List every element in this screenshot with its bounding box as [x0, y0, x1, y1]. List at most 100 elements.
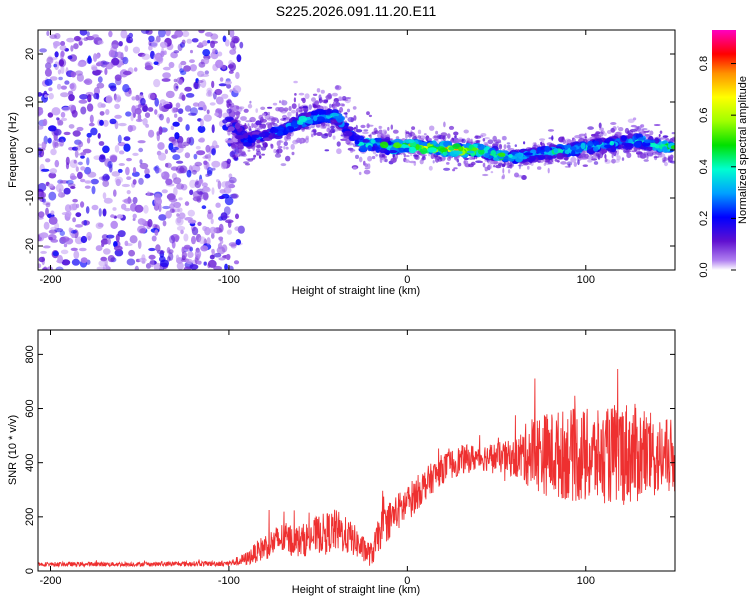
noise-blob [71, 233, 75, 238]
ridge-blob [305, 112, 312, 117]
noise-blob [176, 262, 184, 270]
noise-blob [73, 159, 77, 164]
noise-blob [75, 224, 83, 228]
noise-blob [69, 83, 75, 90]
ridge-blob [419, 147, 428, 155]
noise-blob [196, 188, 205, 195]
noise-blob [180, 229, 184, 235]
noise-blob [86, 231, 92, 241]
noise-blob [95, 222, 104, 229]
noise-blob [191, 235, 196, 245]
noise-blob [65, 211, 72, 217]
noise-blob [111, 171, 121, 177]
noise-blob [154, 109, 158, 115]
noise-blob [166, 256, 171, 262]
spectral-scatter [373, 127, 378, 133]
noise-blob [144, 65, 154, 71]
noise-blob [197, 221, 202, 226]
noise-blob [220, 161, 227, 170]
spectral-scatter [440, 132, 448, 137]
noise-blob [201, 182, 208, 187]
ridge-blob [228, 126, 235, 132]
noise-blob [144, 168, 150, 175]
spectral-scatter [597, 155, 601, 160]
spectral-scatter [592, 152, 599, 156]
noise-blob [206, 87, 213, 94]
spectral-scatter [292, 139, 299, 145]
spectral-scatter [256, 127, 263, 130]
noise-blob [217, 180, 222, 190]
noise-blob [173, 50, 180, 54]
noise-blob [102, 208, 107, 217]
noise-blob [200, 73, 210, 77]
noise-blob [147, 191, 150, 197]
spectral-scatter [350, 149, 356, 152]
noise-blob [54, 61, 59, 71]
noise-blob [51, 107, 61, 116]
spectral-scatter [502, 174, 505, 180]
snr-series-line [38, 368, 675, 568]
noise-blob [196, 260, 202, 265]
noise-blob [38, 125, 44, 130]
spectral-scatter [405, 155, 410, 157]
spectral-scatter [293, 80, 298, 84]
noise-blob [215, 96, 224, 105]
noise-blob [46, 30, 50, 36]
spectral-scatter [322, 99, 327, 104]
noise-blob [178, 79, 183, 85]
noise-blob [189, 64, 197, 72]
spectral-scatter [421, 156, 426, 161]
ridge-blob [438, 148, 449, 152]
noise-blob [48, 183, 54, 188]
spectral-scatter [276, 119, 280, 124]
spectral-scatter [316, 88, 321, 93]
noise-blob [195, 145, 201, 150]
ridge-blob [458, 146, 464, 152]
noise-blob [159, 113, 164, 121]
spectral-scatter [298, 92, 305, 96]
spectral-scatter [276, 148, 283, 154]
spectral-scatter [503, 144, 507, 150]
ridge-blob [528, 155, 537, 160]
ridge-blob [537, 154, 546, 160]
spectral-scatter [285, 136, 292, 140]
noise-blob [59, 44, 67, 51]
spectral-scatter [378, 152, 385, 158]
ridge-blob [242, 142, 253, 147]
noise-blob [69, 159, 78, 168]
noise-blob [49, 168, 58, 174]
snr-ylabel: SNR (10 * v/v) [7, 415, 19, 485]
ridge-blob [353, 134, 361, 141]
noise-blob [40, 250, 47, 254]
spectral-scatter [475, 139, 481, 143]
colorbar-label: Normalized spectral amplitude [737, 76, 749, 224]
noise-blob [215, 59, 224, 69]
spectral-scatter [326, 127, 331, 133]
noise-blob [126, 190, 131, 195]
noise-blob [187, 251, 194, 258]
noise-blob [42, 118, 48, 127]
noise-blob [125, 111, 132, 117]
noise-blob [148, 254, 156, 260]
noise-blob [104, 258, 108, 267]
noise-blob [185, 93, 195, 98]
noise-blob [54, 159, 60, 168]
ridge-blob [547, 155, 553, 161]
ridge-blob [359, 145, 368, 153]
noise-blob [166, 117, 171, 124]
noise-blob [78, 40, 83, 46]
noise-blob [147, 219, 153, 228]
spectral-scatter [537, 166, 542, 170]
noise-blob [176, 216, 182, 224]
spectral-scatter [260, 146, 267, 151]
noise-blob [48, 172, 57, 179]
noise-blob [229, 30, 235, 38]
ridge-blob [319, 110, 327, 115]
noise-blob [83, 219, 88, 226]
spectral-scatter [324, 106, 328, 110]
noise-blob [202, 104, 207, 112]
spectral-scatter [456, 159, 460, 163]
noise-blob [88, 122, 95, 127]
noise-blob [97, 133, 101, 139]
spectral-scatter [273, 149, 277, 154]
